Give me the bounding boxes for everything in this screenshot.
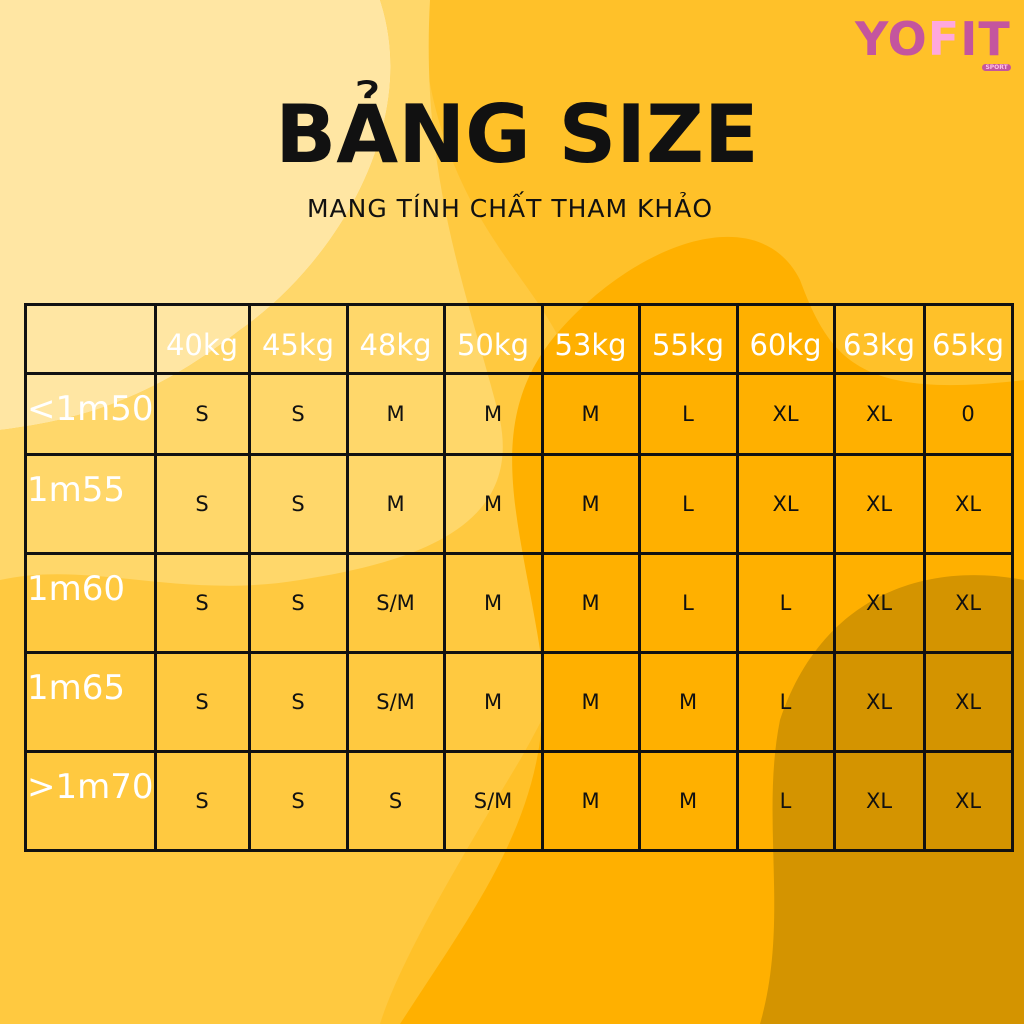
height-label: <1m50 (24, 372, 157, 456)
size-cell: M (442, 453, 544, 555)
corner-cell (24, 303, 157, 375)
size-cell: XL (735, 453, 836, 555)
size-cell: S (247, 750, 349, 852)
size-cell: S (153, 453, 251, 555)
size-cell: M (637, 750, 739, 852)
size-cell: XL (832, 453, 926, 555)
weight-header: 50kg (442, 303, 544, 375)
size-cell: S (247, 453, 349, 555)
size-cell: M (345, 372, 446, 456)
weight-header: 48kg (345, 303, 446, 375)
size-cell: M (637, 651, 739, 753)
size-cell: XL (922, 651, 1014, 753)
size-cell: M (442, 552, 544, 654)
size-cell: M (540, 750, 641, 852)
size-cell: XL (832, 651, 926, 753)
weight-header: 45kg (247, 303, 349, 375)
page-title: BẢNG SIZE (275, 88, 759, 181)
weight-header: 65kg (922, 303, 1014, 375)
header-row: 40kg 45kg 48kg 50kg 53kg 55kg 60kg 63kg 65kg (24, 303, 1014, 375)
size-cell: S (153, 372, 251, 456)
size-cell: S (153, 651, 251, 753)
brand-logo: YOFIT SPORT (855, 12, 1011, 71)
weight-header: 55kg (637, 303, 739, 375)
weight-header: 53kg (540, 303, 641, 375)
size-cell: S (247, 651, 349, 753)
height-label: 1m65 (24, 651, 157, 753)
size-cell: XL (922, 453, 1014, 555)
size-cell: XL (922, 750, 1014, 852)
size-cell: XL (832, 552, 926, 654)
size-cell: M (442, 651, 544, 753)
size-cell: M (540, 651, 641, 753)
size-cell: M (345, 453, 446, 555)
logo-tag: SPORT (982, 64, 1011, 71)
size-cell: S (153, 750, 251, 852)
size-cell: L (637, 372, 739, 456)
size-cell: S/M (345, 651, 446, 753)
table-row: 1m60 S S S/M M M L L XL XL (24, 552, 1014, 654)
page-subtitle: MANG TÍNH CHẤT THAM KHẢO (306, 194, 714, 223)
size-cell: 0 (922, 372, 1014, 456)
weight-header: 40kg (153, 303, 251, 375)
height-label: 1m60 (24, 552, 157, 654)
weight-header: 60kg (735, 303, 836, 375)
table-row: >1m70 S S S S/M M M L XL XL (24, 750, 1014, 852)
size-cell: M (442, 372, 544, 456)
size-cell: M (540, 372, 641, 456)
size-cell: XL (735, 372, 836, 456)
size-cell: XL (832, 372, 926, 456)
size-cell: L (637, 552, 739, 654)
size-cell: M (540, 453, 641, 555)
table-row: 1m65 S S S/M M M M L XL XL (24, 651, 1014, 753)
table-row: 1m55 S S M M M L XL XL XL (24, 453, 1014, 555)
size-cell: XL (922, 552, 1014, 654)
table-row: <1m50 S S M M M L XL XL 0 (24, 372, 1014, 456)
size-cell: XL (832, 750, 926, 852)
size-cell: S (345, 750, 446, 852)
size-cell: S/M (345, 552, 446, 654)
size-table: 40kg 45kg 48kg 50kg 53kg 55kg 60kg 63kg 65kg <1m5… (24, 303, 1014, 852)
height-label: 1m55 (24, 453, 157, 555)
size-cell: S/M (442, 750, 544, 852)
size-cell: L (735, 552, 836, 654)
height-label: >1m70 (24, 750, 157, 852)
size-cell: S (153, 552, 251, 654)
weight-header: 63kg (832, 303, 926, 375)
size-cell: L (735, 651, 836, 753)
size-cell: S (247, 372, 349, 456)
size-cell: S (247, 552, 349, 654)
size-cell: L (735, 750, 836, 852)
size-cell: M (540, 552, 641, 654)
size-cell: L (637, 453, 739, 555)
